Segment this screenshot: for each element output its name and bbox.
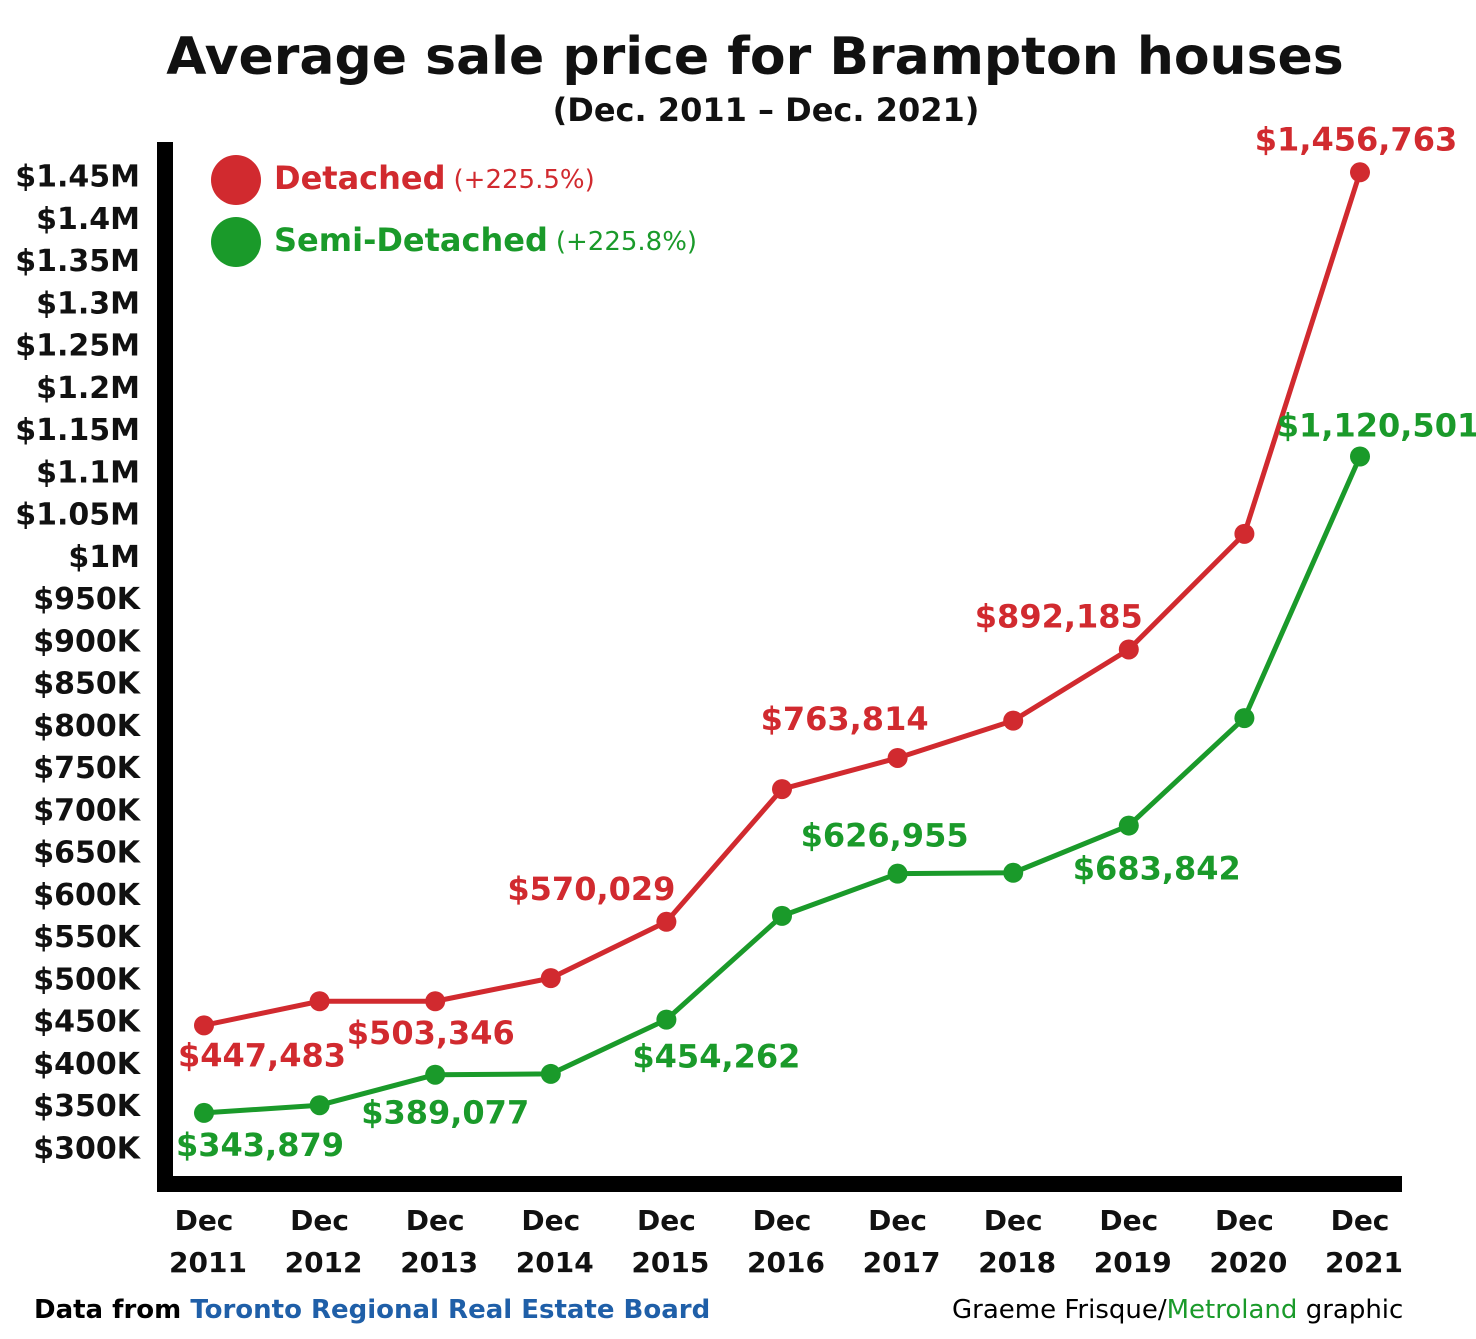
y-tick-label: $500K <box>33 962 141 997</box>
y-tick-label: $1.35M <box>15 244 140 279</box>
x-tick-label: Dec 2021 <box>1325 1204 1403 1279</box>
chart-subtitle: (Dec. 2011 – Dec. 2021) <box>553 91 980 129</box>
data-point <box>309 1095 330 1116</box>
data-point <box>656 911 677 932</box>
data-label: $570,029 <box>507 870 675 908</box>
y-tick-label: $1.3M <box>36 286 140 321</box>
x-tick-label: Dec 2013 <box>400 1204 479 1279</box>
y-tick-label: $600K <box>33 878 141 913</box>
x-tick-label: Dec 2017 <box>862 1204 941 1279</box>
legend-name: Detached <box>274 159 446 197</box>
y-tick-label: $1.15M <box>15 413 140 448</box>
credit: Graeme Frisque/Metroland graphic <box>952 1295 1403 1325</box>
data-point <box>425 1064 446 1085</box>
data-label: $447,483 <box>178 1036 346 1074</box>
data-point <box>1350 446 1370 467</box>
data-point <box>1118 815 1139 836</box>
credit-org: Metroland <box>1166 1295 1298 1325</box>
x-tick-label: Dec 2014 <box>515 1204 594 1279</box>
y-tick-label: $1.4M <box>36 202 140 237</box>
y-tick-label: $700K <box>33 793 141 828</box>
x-tick-label: Dec 2018 <box>978 1204 1057 1279</box>
y-tick-label: $1.2M <box>36 371 140 406</box>
y-tick-label: $1M <box>68 540 140 575</box>
data-label: $389,077 <box>361 1094 529 1132</box>
legend-label: Semi-Detached (+225.8%) <box>274 221 697 259</box>
legend-note: (+225.5%) <box>454 165 595 195</box>
y-tick-label: $1.25M <box>15 329 140 364</box>
data-point <box>425 991 446 1012</box>
y-tick-label: $800K <box>33 709 141 744</box>
legend-marker <box>211 155 261 205</box>
y-tick-label: $900K <box>33 624 141 659</box>
data-point <box>1003 710 1024 731</box>
legend-name: Semi-Detached <box>274 221 548 259</box>
data-point <box>1003 862 1024 883</box>
data-point <box>772 779 792 800</box>
data-label: $763,814 <box>761 700 929 738</box>
data-point <box>309 991 330 1012</box>
y-tick-label: $850K <box>33 667 141 702</box>
y-tick-label: $950K <box>33 582 141 617</box>
data-point <box>540 1063 561 1084</box>
data-point <box>540 968 561 989</box>
data-label: $503,346 <box>347 1014 515 1052</box>
source-name: Toronto Regional Real Estate Board <box>190 1295 711 1325</box>
y-tick-label: $400K <box>33 1047 141 1082</box>
data-label: $454,262 <box>632 1038 800 1076</box>
series-line <box>203 171 1363 1028</box>
credit-suffix: graphic <box>1305 1295 1404 1325</box>
y-tick-label: $1.1M <box>36 455 140 490</box>
y-tick-label: $1.05M <box>15 498 140 533</box>
x-tick-label: Dec 2020 <box>1209 1204 1288 1279</box>
x-tick-label: Dec 2011 <box>169 1204 247 1279</box>
data-point <box>772 905 792 926</box>
data-point <box>194 1102 214 1123</box>
data-point <box>194 1015 214 1036</box>
data-point <box>1234 523 1255 544</box>
x-tick-label: Dec 2015 <box>631 1204 710 1279</box>
x-tick-label: Dec 2016 <box>747 1204 825 1279</box>
y-tick-label: $300K <box>33 1132 141 1167</box>
y-tick-label: $1.45M <box>15 160 140 195</box>
y-tick-label: $750K <box>33 751 141 786</box>
data-label: $626,955 <box>801 817 969 855</box>
data-label: $1,456,763 <box>1255 120 1457 158</box>
x-tick-label: Dec 2019 <box>1093 1204 1172 1279</box>
legend-label: Detached (+225.5%) <box>274 159 595 197</box>
data-label: $683,842 <box>1073 850 1241 888</box>
data-label: $343,879 <box>176 1126 344 1164</box>
data-label: $1,120,501 <box>1277 406 1476 444</box>
data-point <box>887 747 908 768</box>
source: Data from Toronto Regional Real Estate B… <box>34 1295 710 1325</box>
x-tick-label: Dec 2012 <box>284 1204 363 1279</box>
credit-author: Graeme Frisque/ <box>952 1295 1167 1325</box>
source-prefix: Data from <box>34 1295 182 1325</box>
y-tick-label: $550K <box>33 920 141 955</box>
data-point <box>887 863 908 884</box>
y-tick-label: $650K <box>33 836 141 871</box>
data-point <box>1234 708 1255 729</box>
data-point <box>1350 162 1370 183</box>
y-tick-label: $450K <box>33 1005 141 1040</box>
legend-note: (+225.8%) <box>556 227 697 257</box>
chart-title: Average sale price for Brampton houses <box>166 27 1344 87</box>
y-tick-label: $350K <box>33 1089 141 1124</box>
data-label: $892,185 <box>975 597 1143 635</box>
data-point <box>1118 639 1139 660</box>
data-point <box>656 1009 677 1030</box>
legend-marker <box>211 217 261 267</box>
